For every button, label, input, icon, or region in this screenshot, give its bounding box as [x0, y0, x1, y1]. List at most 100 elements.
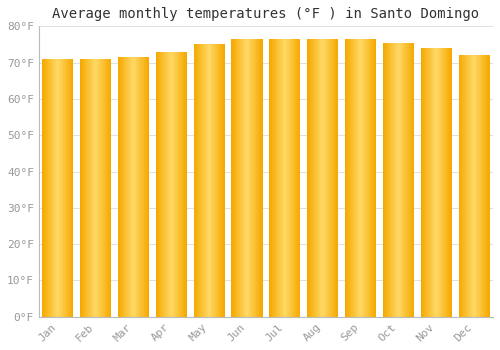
Bar	[280, 39, 281, 317]
Bar	[47, 59, 48, 317]
Bar	[168, 52, 169, 317]
Bar	[84, 59, 86, 317]
Bar	[139, 57, 140, 317]
Bar	[387, 43, 388, 317]
Bar	[481, 55, 482, 317]
Bar	[242, 39, 243, 317]
Bar	[433, 48, 434, 317]
Bar	[203, 44, 204, 317]
Bar	[356, 39, 358, 317]
Bar	[127, 57, 128, 317]
Bar	[48, 59, 49, 317]
Bar	[118, 57, 120, 317]
Bar	[288, 39, 289, 317]
Bar	[81, 59, 82, 317]
Bar	[428, 48, 430, 317]
Bar	[411, 43, 412, 317]
Bar	[373, 39, 374, 317]
Bar	[441, 48, 442, 317]
Bar	[178, 52, 179, 317]
Bar	[110, 59, 111, 317]
Bar	[108, 59, 109, 317]
Bar	[199, 44, 200, 317]
Bar	[400, 43, 401, 317]
Bar	[462, 55, 464, 317]
Bar	[464, 55, 465, 317]
Bar	[287, 39, 288, 317]
Bar	[97, 59, 98, 317]
Bar	[158, 52, 159, 317]
Bar	[95, 59, 96, 317]
Bar	[209, 44, 210, 317]
Bar	[308, 39, 309, 317]
Bar	[198, 44, 199, 317]
Bar	[200, 44, 202, 317]
Bar	[354, 39, 355, 317]
Bar	[316, 39, 318, 317]
Bar	[370, 39, 372, 317]
Bar	[43, 59, 44, 317]
Bar	[442, 48, 444, 317]
Bar	[131, 57, 132, 317]
Bar	[253, 39, 254, 317]
Bar	[172, 52, 173, 317]
Bar	[412, 43, 413, 317]
Bar	[90, 59, 91, 317]
Bar	[466, 55, 467, 317]
Bar	[170, 52, 172, 317]
Bar	[434, 48, 435, 317]
Bar	[132, 57, 134, 317]
Bar	[326, 39, 328, 317]
Bar	[485, 55, 486, 317]
Bar	[148, 57, 149, 317]
Bar	[162, 52, 163, 317]
Bar	[145, 57, 146, 317]
Bar	[413, 43, 414, 317]
Bar	[295, 39, 296, 317]
Bar	[365, 39, 366, 317]
Bar	[294, 39, 295, 317]
Bar	[87, 59, 88, 317]
Bar	[438, 48, 440, 317]
Bar	[166, 52, 168, 317]
Bar	[436, 48, 437, 317]
Bar	[474, 55, 475, 317]
Bar	[272, 39, 274, 317]
Bar	[122, 57, 124, 317]
Bar	[207, 44, 208, 317]
Bar	[281, 39, 282, 317]
Bar	[241, 39, 242, 317]
Bar	[445, 48, 446, 317]
Bar	[210, 44, 212, 317]
Bar	[291, 39, 292, 317]
Bar	[212, 44, 213, 317]
Bar	[478, 55, 479, 317]
Bar	[64, 59, 66, 317]
Bar	[450, 48, 451, 317]
Bar	[434, 48, 436, 317]
Bar	[447, 48, 448, 317]
Bar	[46, 59, 47, 317]
Bar	[252, 39, 253, 317]
Bar	[488, 55, 489, 317]
Bar	[296, 39, 298, 317]
Bar	[320, 39, 321, 317]
Bar	[440, 48, 441, 317]
Bar	[80, 59, 81, 317]
Bar	[352, 39, 353, 317]
Bar	[406, 43, 407, 317]
Bar	[84, 59, 85, 317]
Bar	[256, 39, 257, 317]
Bar	[186, 52, 187, 317]
Bar	[124, 57, 125, 317]
Bar	[393, 43, 394, 317]
Bar	[223, 44, 224, 317]
Bar	[61, 59, 62, 317]
Bar	[213, 44, 214, 317]
Bar	[251, 39, 252, 317]
Bar	[277, 39, 278, 317]
Bar	[120, 57, 121, 317]
Bar	[243, 39, 244, 317]
Bar	[355, 39, 356, 317]
Bar	[432, 48, 433, 317]
